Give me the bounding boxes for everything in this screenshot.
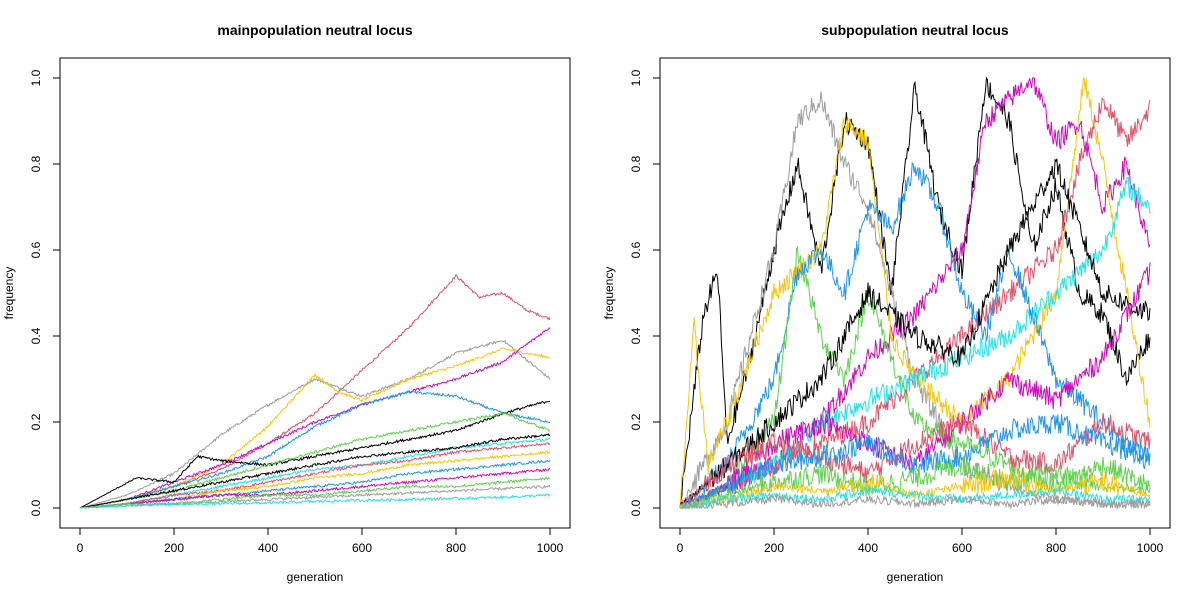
x-axis: 0 200 400 600 800 1000 — [77, 527, 564, 555]
y-axis: 0.0 0.2 0.4 0.6 0.8 1.0 — [29, 69, 61, 516]
y-tick-label: 0.0 — [29, 499, 43, 516]
series-line — [679, 158, 1151, 509]
panel-subpopulation: subpopulation neutral locus generation f… — [602, 22, 1171, 584]
series-layer — [679, 76, 1151, 510]
series-line — [79, 433, 551, 509]
x-tick-label: 1000 — [1137, 541, 1164, 555]
y-tick-label: 1.0 — [29, 69, 43, 86]
series-line — [79, 327, 551, 509]
y-axis-label: frequency — [2, 267, 16, 320]
series-line — [680, 413, 1151, 510]
x-tick-label: 200 — [764, 541, 784, 555]
series-line — [79, 273, 551, 509]
panel-mainpopulation: mainpopulation neutral locus generation … — [2, 22, 571, 584]
x-axis: 0 200 400 600 800 1000 — [677, 527, 1164, 555]
series-line — [679, 176, 1151, 509]
series-line — [680, 494, 1151, 510]
series-line — [79, 347, 551, 509]
x-axis-label: generation — [887, 570, 944, 584]
chart-title: mainpopulation neutral locus — [217, 22, 412, 38]
y-tick-label: 0.8 — [29, 155, 43, 172]
chart-title: subpopulation neutral locus — [821, 22, 1009, 38]
series-layer — [79, 273, 551, 509]
x-tick-label: 600 — [352, 541, 372, 555]
series-line — [679, 76, 1151, 509]
x-tick-label: 400 — [258, 541, 278, 555]
y-tick-label: 0.8 — [629, 155, 643, 172]
y-axis-label: frequency — [602, 267, 616, 320]
x-tick-label: 600 — [952, 541, 972, 555]
series-line — [79, 400, 551, 509]
series-line — [680, 413, 1151, 509]
y-tick-label: 0.6 — [29, 241, 43, 258]
series-line — [679, 96, 1151, 509]
y-axis: 0.0 0.2 0.4 0.6 0.8 1.0 — [629, 69, 661, 516]
x-tick-label: 400 — [858, 541, 878, 555]
y-tick-label: 0.4 — [629, 327, 643, 344]
y-tick-label: 0.4 — [29, 327, 43, 344]
series-line — [79, 476, 551, 509]
series-line — [679, 161, 1151, 509]
y-tick-label: 0.0 — [629, 499, 643, 516]
series-line — [79, 390, 551, 509]
series-line — [680, 485, 1151, 510]
x-tick-label: 0 — [77, 541, 84, 555]
series-line — [80, 493, 551, 509]
x-tick-label: 0 — [677, 541, 684, 555]
x-tick-label: 200 — [164, 541, 184, 555]
series-line — [79, 442, 551, 509]
y-tick-label: 0.2 — [29, 413, 43, 430]
x-tick-label: 800 — [446, 541, 466, 555]
y-tick-label: 0.2 — [629, 413, 643, 430]
y-tick-label: 0.6 — [629, 241, 643, 258]
series-line — [79, 467, 551, 509]
x-tick-label: 1000 — [537, 541, 564, 555]
y-tick-label: 1.0 — [629, 69, 643, 86]
x-tick-label: 800 — [1046, 541, 1066, 555]
series-line — [79, 339, 551, 509]
series-line — [679, 468, 1151, 509]
x-axis-label: generation — [287, 570, 344, 584]
series-line — [679, 77, 1151, 509]
